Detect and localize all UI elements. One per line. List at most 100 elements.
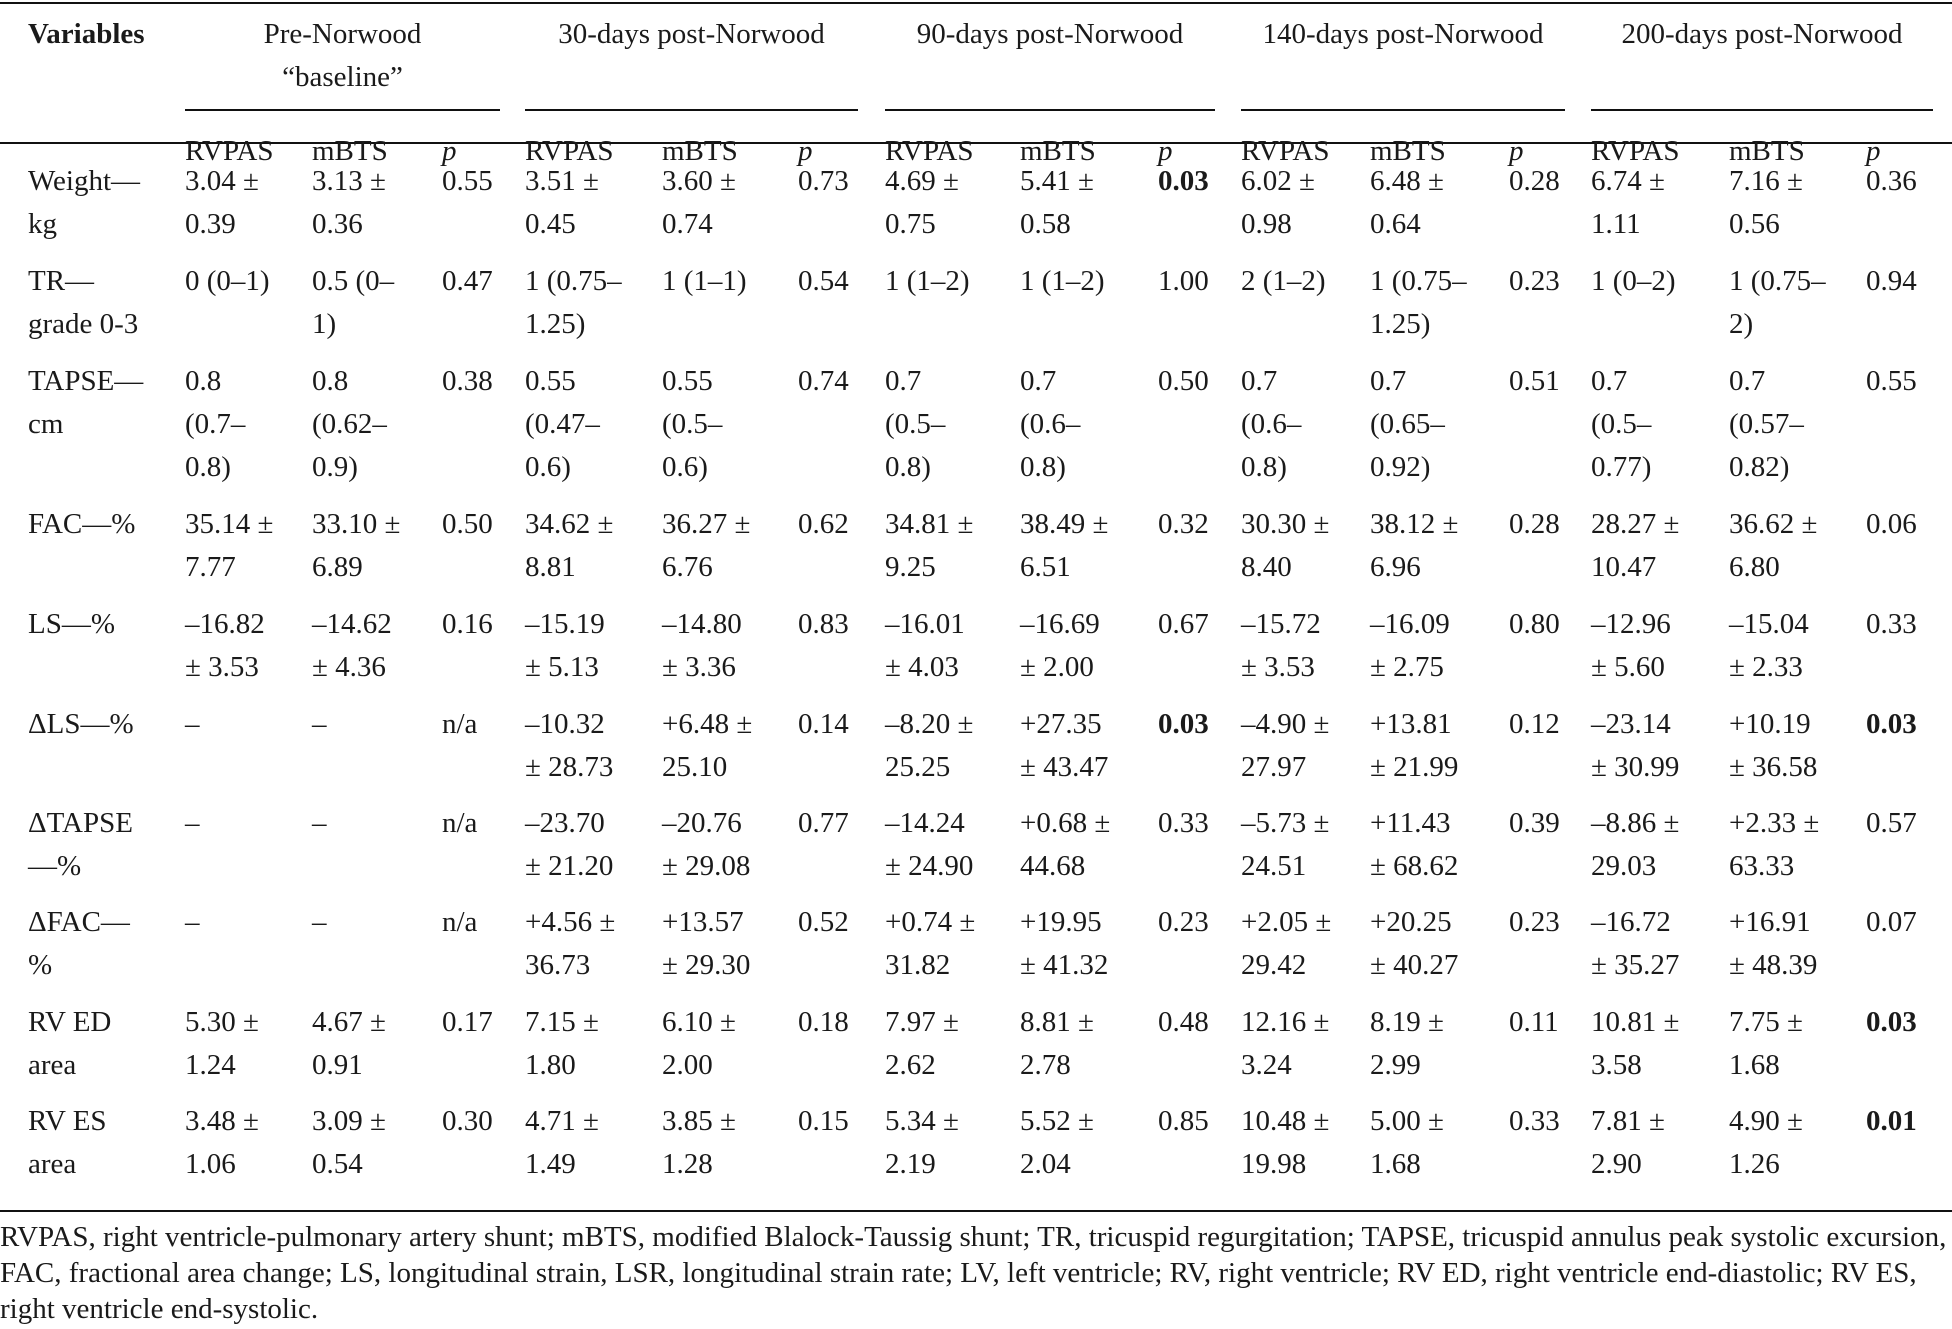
table-cell: ± 36.58	[1729, 751, 1818, 783]
table-cell: ± 3.53	[1241, 651, 1315, 683]
table-cell: 1 (1–2)	[885, 265, 970, 297]
group-rule	[885, 109, 1215, 111]
table-cell: (0.7–	[185, 408, 246, 440]
table-cell: 5.52 ±	[1020, 1105, 1094, 1137]
table-cell: ± 35.27	[1591, 949, 1680, 981]
table-cell: ± 29.08	[662, 850, 751, 882]
subheader-mbts: mBTS	[1370, 135, 1446, 167]
table-cell: ± 5.60	[1591, 651, 1665, 683]
table-cell: ± 40.27	[1370, 949, 1459, 981]
p-value-cell: 0.03	[1866, 708, 1917, 740]
p-value-cell: 0.57	[1866, 807, 1917, 839]
table-cell: 3.24	[1241, 1049, 1292, 1081]
subheader-rvpas: RVPAS	[525, 135, 614, 167]
p-value-cell: 0.85	[1158, 1105, 1209, 1137]
table-cell: 0.7	[1020, 365, 1057, 397]
p-value-cell: n/a	[442, 807, 478, 839]
table-cell: 63.33	[1729, 850, 1795, 882]
table-cell: 0.56	[1729, 208, 1780, 240]
table-cell: ± 4.03	[885, 651, 959, 683]
p-value-cell: 0.33	[1866, 608, 1917, 640]
table-cell: 7.15 ±	[525, 1006, 599, 1038]
table-cell: 6.76	[662, 551, 713, 583]
p-value-cell: 0.33	[1158, 807, 1209, 839]
table-cell: 0.91	[312, 1049, 363, 1081]
table-cell: 6.48 ±	[1370, 165, 1444, 197]
p-value-cell: 0.03	[1158, 708, 1209, 740]
table-cell: 6.80	[1729, 551, 1780, 583]
table-cell: 4.69 ±	[885, 165, 959, 197]
table-cell: ± 24.90	[885, 850, 974, 882]
table-cell: –16.72	[1591, 906, 1671, 938]
table-cell: 2.19	[885, 1148, 936, 1180]
row-variable-label: Weight—	[28, 165, 141, 197]
group-rule	[185, 109, 500, 111]
group-header-0: Pre-Norwood	[263, 18, 422, 50]
table-cell: 0.7	[885, 365, 922, 397]
table-cell: 1 (0–2)	[1591, 265, 1676, 297]
table-cell: 1.25)	[525, 308, 586, 340]
table-cell: –	[312, 906, 327, 938]
table-cell: 0.36	[312, 208, 363, 240]
table-top-rule	[0, 2, 1952, 4]
table-cell: 8.40	[1241, 551, 1292, 583]
table-cell: 36.27 ±	[662, 508, 751, 540]
table-cell: 1.68	[1729, 1049, 1780, 1081]
table-cell: ± 30.99	[1591, 751, 1680, 783]
p-value-cell: 0.55	[442, 165, 493, 197]
row-variable-label: LS—%	[28, 608, 115, 640]
table-cell: +13.57	[662, 906, 744, 938]
variables-header: Variables	[28, 18, 145, 50]
table-cell: +11.43	[1370, 807, 1451, 839]
table-cell: ± 21.99	[1370, 751, 1459, 783]
table-cell: 29.03	[1591, 850, 1657, 882]
header-bottom-rule	[0, 142, 1952, 144]
table-cell: +20.25	[1370, 906, 1452, 938]
table-cell: –8.86 ±	[1591, 807, 1680, 839]
table-cell: 4.71 ±	[525, 1105, 599, 1137]
table-cell: 0.55	[525, 365, 576, 397]
table-cell: 1.11	[1591, 208, 1641, 240]
table-cell: 1 (0.75–	[1370, 265, 1467, 297]
table-cell: 0.6)	[525, 451, 571, 483]
table-cell: (0.5–	[1591, 408, 1652, 440]
table-cell: 3.58	[1591, 1049, 1642, 1081]
group-rule	[525, 109, 858, 111]
table-cell: 9.25	[885, 551, 936, 583]
row-variable-label: RV ES	[28, 1105, 107, 1137]
table-cell: 1)	[312, 308, 337, 340]
p-value-cell: 0.80	[1509, 608, 1560, 640]
table-cell: (0.6–	[1241, 408, 1302, 440]
table-cell: 33.10 ±	[312, 508, 401, 540]
table-cell: 3.09 ±	[312, 1105, 386, 1137]
subheader-p: p	[798, 135, 813, 167]
table-cell: +27.35	[1020, 708, 1102, 740]
table-cell: 1.49	[525, 1148, 576, 1180]
table-cell: 0.54	[312, 1148, 363, 1180]
table-cell: –14.80	[662, 608, 742, 640]
table-cell: 1 (0.75–	[525, 265, 622, 297]
table-cell: 2.90	[1591, 1148, 1642, 1180]
row-variable-label: ΔTAPSE	[28, 807, 133, 839]
table-cell: –16.69	[1020, 608, 1100, 640]
subheader-mbts: mBTS	[1020, 135, 1096, 167]
p-value-cell: n/a	[442, 708, 478, 740]
p-value-cell: 0.50	[1158, 365, 1209, 397]
table-cell: 25.25	[885, 751, 951, 783]
p-value-cell: 0.15	[798, 1105, 849, 1137]
p-value-cell: 0.50	[442, 508, 493, 540]
table-cell: 7.81 ±	[1591, 1105, 1665, 1137]
table-cell: 7.77	[185, 551, 236, 583]
table-cell: 36.73	[525, 949, 591, 981]
p-value-cell: 0.77	[798, 807, 849, 839]
table-cell: +0.68 ±	[1020, 807, 1111, 839]
p-value-cell: n/a	[442, 906, 478, 938]
table-cell: 38.12 ±	[1370, 508, 1459, 540]
table-cell: 1 (1–2)	[1020, 265, 1105, 297]
table-cell: +16.91	[1729, 906, 1811, 938]
table-cell: 0.92)	[1370, 451, 1431, 483]
table-cell: ± 68.62	[1370, 850, 1459, 882]
row-variable-label: ΔLS—%	[28, 708, 134, 740]
p-value-cell: 0.55	[1866, 365, 1917, 397]
